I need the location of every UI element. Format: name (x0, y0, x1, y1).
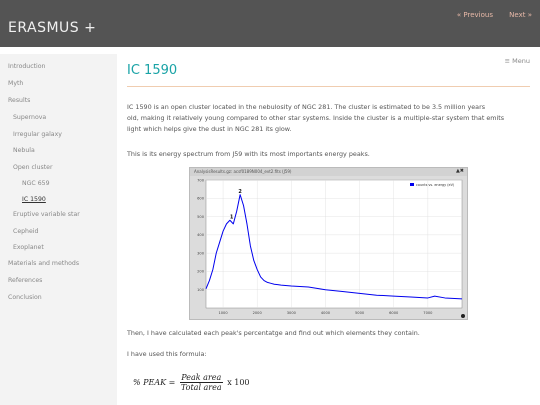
x-tick-label: 7000 (423, 311, 433, 315)
sidebar-item-nebula[interactable]: Nebula (13, 147, 35, 154)
calculation-paragraph: Then, I have calculated each peak's perc… (127, 329, 420, 337)
x-tick-label: 1000 (218, 311, 228, 315)
sidebar-item-supernova[interactable]: Supernova (13, 114, 47, 121)
y-tick-label: 100 (197, 288, 205, 292)
sidebar-item-myth[interactable]: Myth (8, 80, 24, 87)
x-tick-label: 5000 (355, 311, 365, 315)
intro-paragraph: IC 1590 is an open cluster located in th… (127, 102, 527, 135)
formula-rhs: x 100 (227, 378, 250, 387)
legend: counts vs. energy (eV) (410, 183, 455, 187)
spectrum-chart: 1000 2000 3000 4000 5000 6000 7000 100 200 300 400… (197, 178, 465, 318)
previous-link[interactable]: « Previous (456, 11, 493, 19)
x-tick-label: 6000 (389, 311, 399, 315)
sidebar-item-ngc-659[interactable]: NGC 659 (22, 180, 50, 187)
ticks-layer: 1000 2000 3000 4000 5000 6000 7000 100 200 300 400… (197, 178, 433, 315)
sidebar-item-cepheid[interactable]: Cepheid (13, 228, 39, 235)
legend-swatch (410, 183, 414, 186)
legend-label: counts vs. energy (eV) (416, 183, 455, 187)
menu-toggle-button[interactable]: ≡ Menu (504, 57, 530, 65)
sidebar-item-irregular-galaxy[interactable]: Irregular galaxy (13, 131, 62, 138)
y-tick-label: 700 (197, 178, 205, 182)
y-tick-label: 200 (197, 270, 205, 274)
peak-percentage-formula: % PEAK = Peak area Total area x 100 (133, 373, 250, 392)
sidebar-item-open-cluster[interactable]: Open cluster (13, 164, 53, 171)
x-tick-label: 4000 (321, 311, 331, 315)
sidebar-item-references[interactable]: References (8, 277, 43, 284)
sidebar-item-exoplanet[interactable]: Exoplanet (13, 244, 44, 251)
formula-denominator: Total area (180, 383, 222, 392)
spectrum-series-line (205, 194, 463, 300)
y-tick-label: 300 (197, 251, 205, 255)
y-tick-label: 400 (197, 233, 205, 237)
next-link[interactable]: Next » (509, 11, 532, 19)
sidebar-item-eruptive-variable-star[interactable]: Eruptive variable star (13, 211, 80, 218)
sidebar-item-ic-1590[interactable]: IC 1590 (22, 196, 46, 203)
y-tick-label: 600 (197, 197, 205, 201)
peak-label: 2 (238, 189, 242, 195)
intro-line-2: old, making it relatively young compared… (127, 114, 505, 122)
x-tick-label: 2000 (253, 311, 263, 315)
annotation-layer: 12 (230, 189, 243, 221)
spectrum-plot-window: AnalysisResults.gz: acsf0189N004_evt2.fi… (189, 167, 468, 320)
sidebar-item-introduction[interactable]: Introduction (8, 63, 46, 70)
plot-area (205, 179, 463, 309)
plot-window-controls[interactable]: ▲✖ (455, 168, 464, 174)
site-header: ERASMUS + « Previous Next » (0, 0, 540, 47)
series-layer (205, 194, 463, 300)
sidebar: Introduction Myth Results Supernova Irre… (0, 54, 117, 405)
sidebar-item-conclusion[interactable]: Conclusion (8, 294, 42, 301)
plot-titlebar: AnalysisResults.gz: acsf0189N004_evt2.fi… (190, 168, 467, 176)
peak-label: 1 (230, 214, 234, 220)
y-tick-label: 500 (197, 215, 205, 219)
formula-intro-paragraph: I have used this formula: (127, 350, 207, 358)
formula-numerator: Peak area (179, 373, 223, 383)
intro-line-1: IC 1590 is an open cluster located in th… (127, 103, 486, 111)
x-tick-label: 3000 (287, 311, 297, 315)
sidebar-item-results[interactable]: Results (8, 97, 31, 104)
sidebar-item-materials-and-methods[interactable]: Materials and methods (8, 260, 80, 267)
intro-line-3: light which helps give the dust in NGC 2… (127, 125, 292, 133)
formula-fraction: Peak area Total area (179, 373, 223, 392)
settings-icon[interactable] (461, 314, 465, 318)
title-divider (127, 86, 530, 87)
site-title[interactable]: ERASMUS + (8, 20, 97, 36)
spectrum-intro-paragraph: This is its energy spectrum from J59 wit… (127, 150, 370, 158)
formula-lhs: % PEAK = (133, 378, 176, 387)
plot-window-title: AnalysisResults.gz: acsf0189N004_evt2.fi… (194, 169, 292, 174)
page-title: IC 1590 (127, 63, 178, 78)
